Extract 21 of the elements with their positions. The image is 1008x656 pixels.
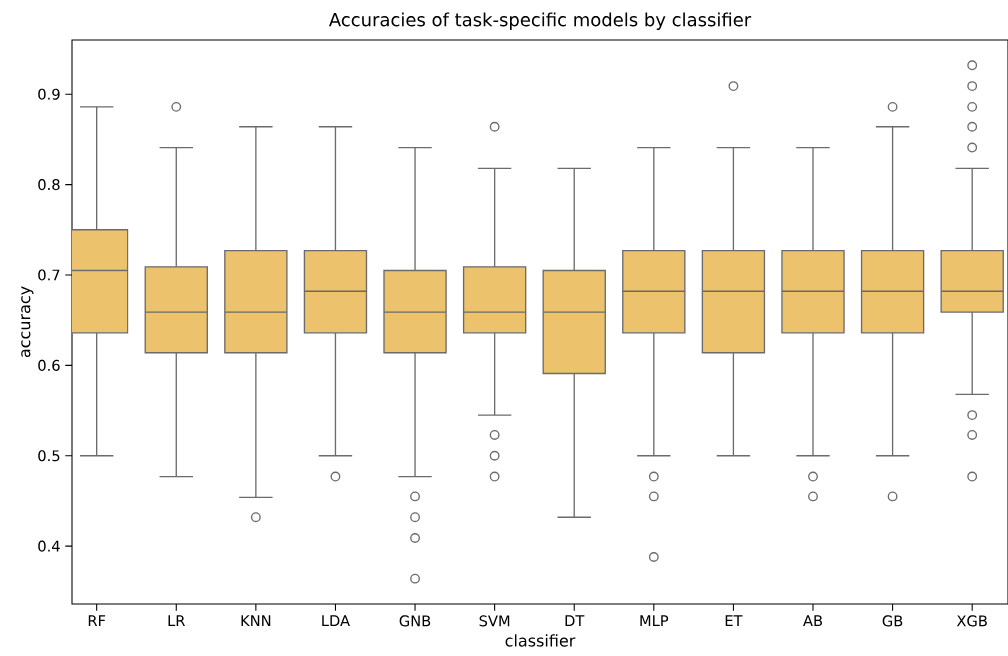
x-tick-label: DT [565,615,585,627]
chart-title: Accuracies of task-specific models by classifier [328,12,752,30]
y-tick-label: 0.7 [38,269,60,281]
x-tick-label: XGB [956,615,987,627]
y-axis-title: accuracy [21,286,34,358]
x-tick-label: GB [882,615,903,627]
x-tick-label: RF [88,615,106,627]
x-axis-title: classifier [505,634,576,647]
x-tick-label: MLP [640,615,669,627]
x-tick-label: LR [168,615,186,627]
x-tick-label: KNN [241,615,271,627]
x-tick-label: SVM [479,615,510,627]
x-tick-label: LDA [322,615,350,627]
y-tick-label: 0.6 [38,359,60,371]
y-tick-label: 0.5 [38,450,60,462]
x-tick-label: GNB [399,615,431,627]
y-tick-label: 0.9 [38,88,60,100]
x-tick-label: AB [803,615,822,627]
x-tick-label: ET [725,615,743,627]
y-tick-label: 0.8 [38,179,60,191]
y-tick-label: 0.4 [38,540,60,552]
